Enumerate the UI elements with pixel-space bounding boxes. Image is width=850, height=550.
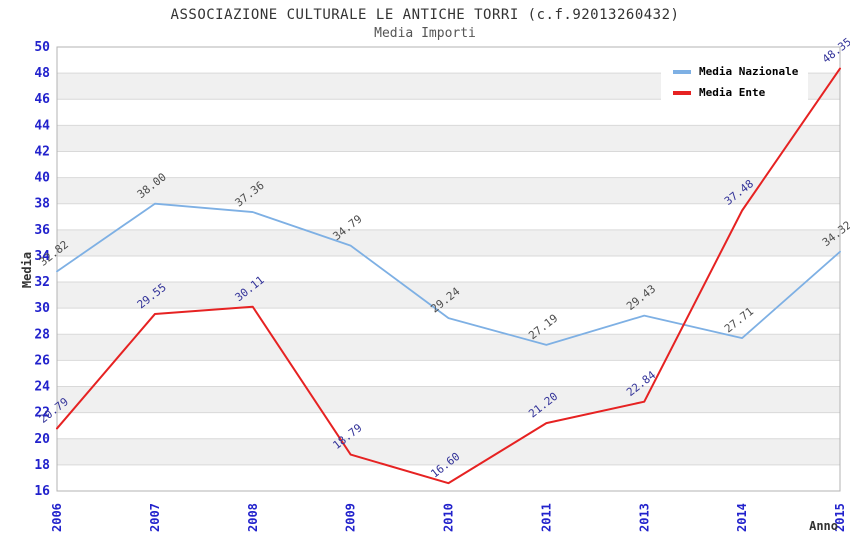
legend-swatch-media-nazionale-icon (673, 69, 691, 74)
y-tick-label: 38 (34, 197, 50, 212)
grid-band (57, 334, 840, 361)
y-tick-label: 24 (34, 380, 50, 395)
y-tick-label: 26 (34, 353, 50, 368)
chart-subtitle: Media Importi (374, 26, 476, 41)
legend: Media Nazionale Media Ente (661, 52, 808, 112)
y-tick-label: 28 (34, 327, 50, 342)
y-tick-label: 50 (34, 40, 50, 55)
legend-swatch-media-ente-icon (673, 90, 691, 95)
x-tick-label: 2010 (442, 503, 456, 532)
legend-label-media-ente: Media Ente (699, 86, 766, 99)
y-tick-label: 30 (34, 301, 50, 316)
legend-item-media-ente: Media Ente (673, 86, 808, 99)
grid-band (57, 203, 840, 230)
y-tick-label: 36 (34, 223, 50, 238)
y-tick-label: 34 (34, 249, 50, 264)
y-axis-title: Media (20, 251, 34, 289)
x-tick-label: 2007 (148, 503, 162, 532)
series-line-0 (56, 202, 841, 346)
grid-band (57, 151, 840, 178)
legend-label-media-nazionale: Media Nazionale (699, 65, 799, 78)
grid-band (57, 360, 840, 387)
y-tick-label: 20 (34, 432, 50, 447)
grid-band (57, 282, 840, 309)
y-tick-label: 22 (34, 406, 50, 421)
grid-band (57, 177, 840, 204)
y-tick-label: 44 (34, 118, 50, 133)
grid-band (57, 438, 840, 465)
y-tick-label: 46 (34, 92, 50, 107)
x-tick-label: 2008 (246, 503, 260, 532)
grid-band (57, 464, 840, 491)
plot-border (56, 46, 841, 492)
y-tick-label: 18 (34, 458, 50, 473)
y-tick-label: 16 (34, 484, 50, 499)
grid-band (57, 412, 840, 439)
y-tick-label: 42 (34, 144, 50, 159)
series-line-1 (56, 67, 841, 485)
y-tick-label: 48 (34, 66, 50, 81)
x-tick-label: 2006 (50, 503, 64, 532)
x-tick-label: 2014 (735, 503, 749, 532)
x-tick-label: 2009 (344, 503, 358, 532)
grid-band (57, 255, 840, 283)
grid-band (57, 125, 840, 152)
x-tick-label: 2011 (539, 503, 553, 532)
x-tick-label: 2015 (833, 503, 847, 532)
legend-item-media-nazionale: Media Nazionale (673, 65, 808, 78)
grid-band (57, 229, 840, 256)
chart-title: ASSOCIAZIONE CULTURALE LE ANTICHE TORRI … (170, 7, 680, 23)
x-axis-title: Anno (809, 519, 838, 533)
y-tick-label: 32 (34, 275, 50, 290)
x-tick-label: 2013 (637, 503, 651, 532)
y-tick-label: 40 (34, 171, 50, 186)
grid-band (57, 386, 840, 413)
